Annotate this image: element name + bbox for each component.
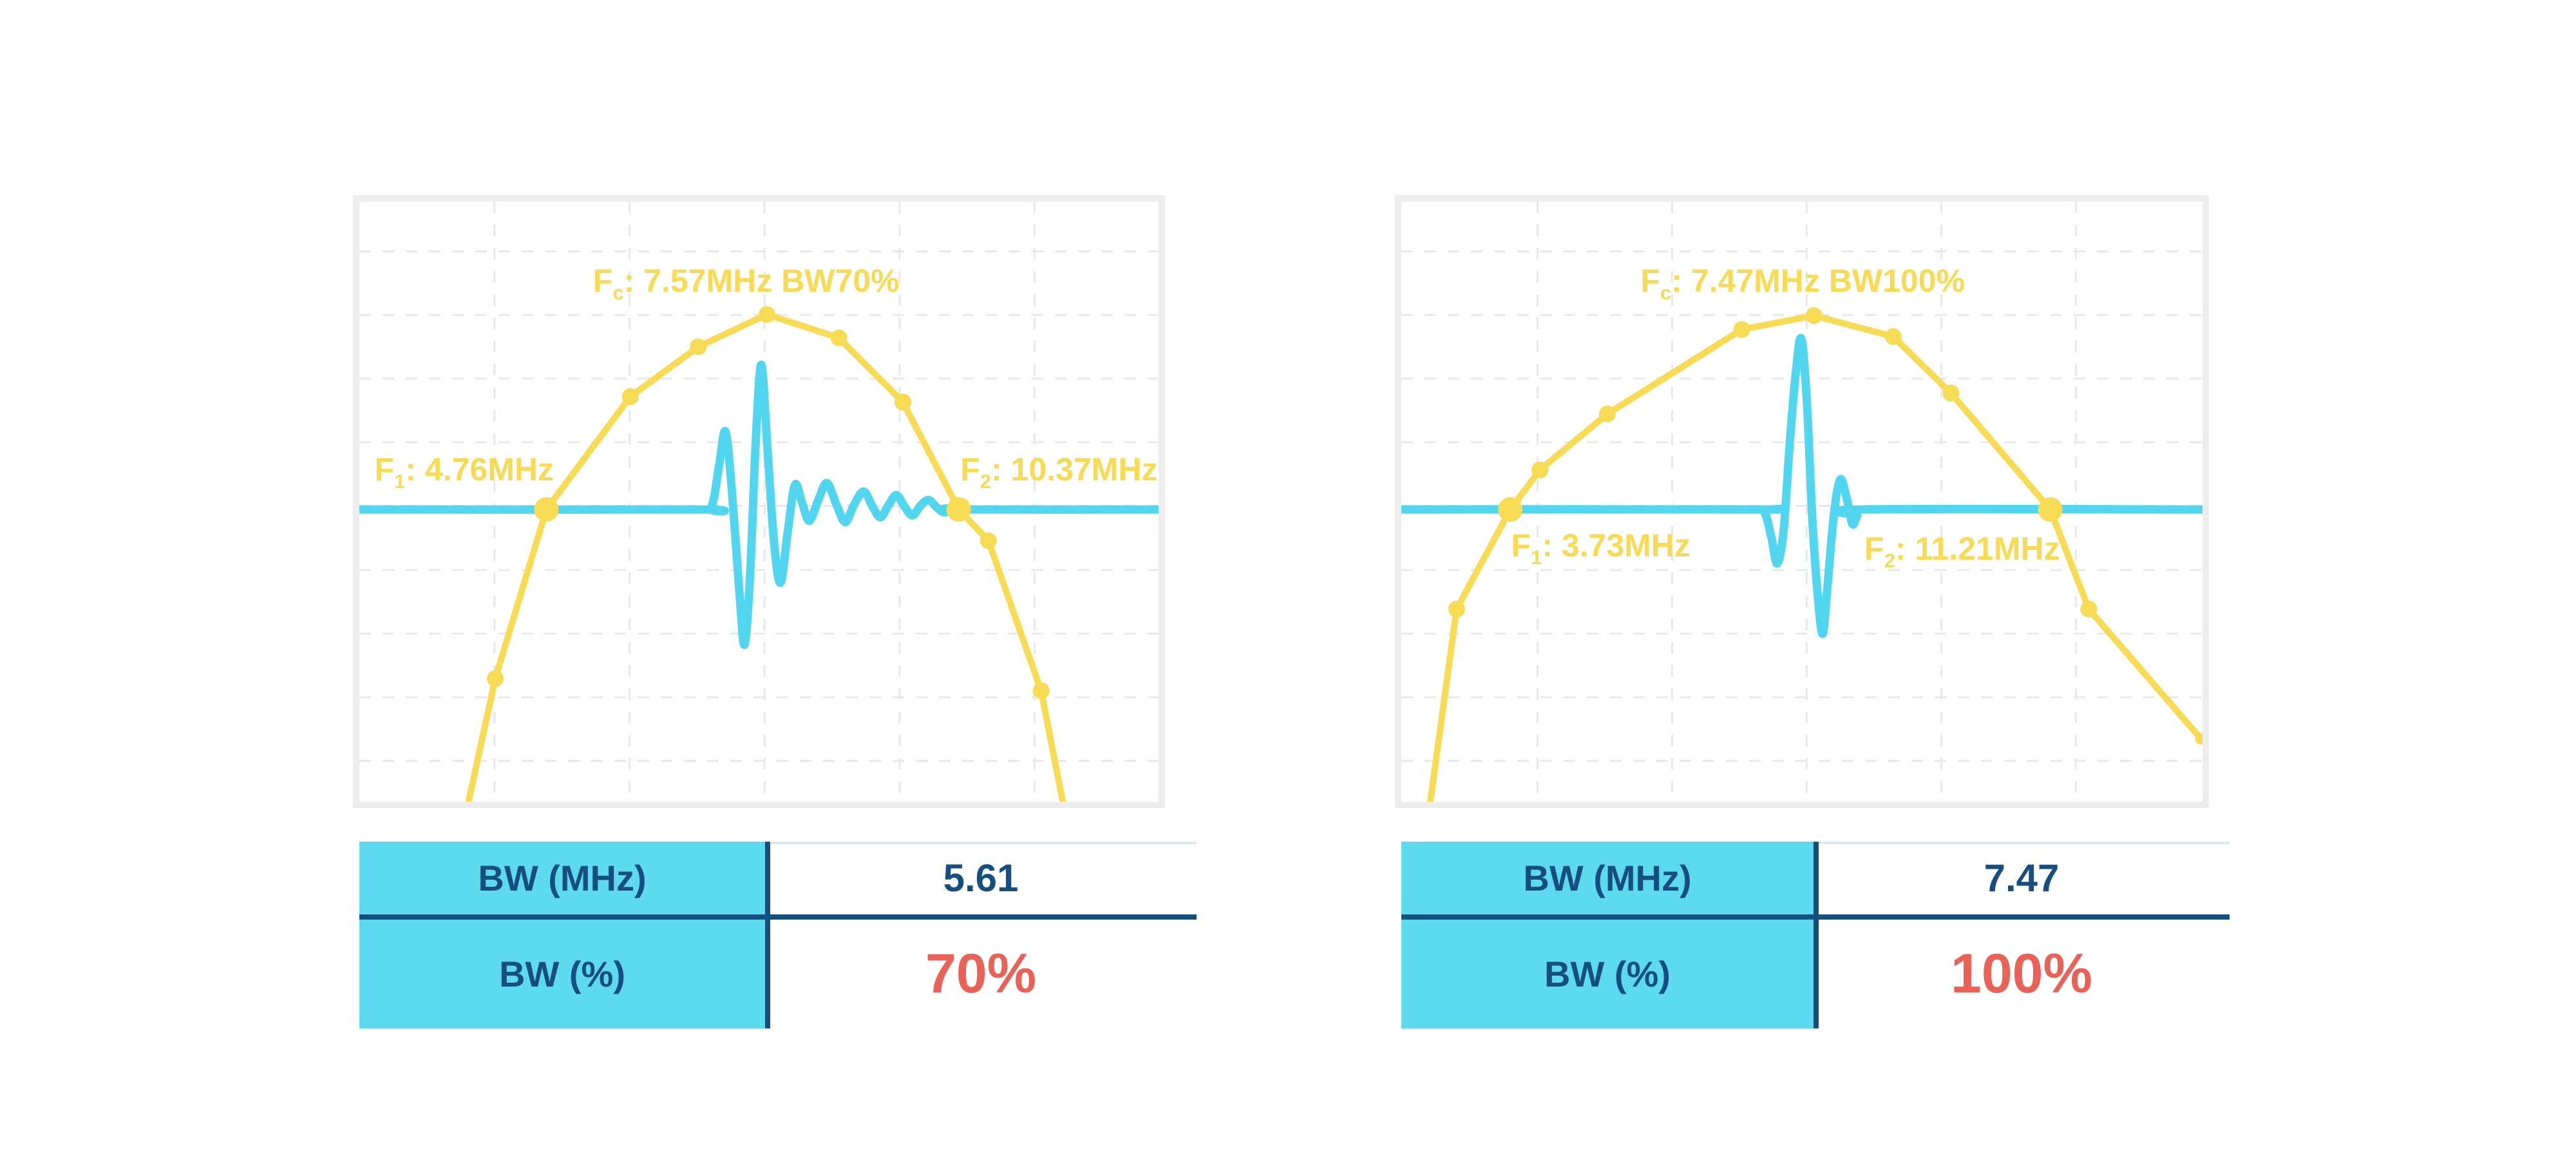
f1-value: : 3.73MHz [1542, 527, 1690, 563]
fc-symbol: F [592, 262, 613, 299]
table-column-divider [765, 842, 770, 1028]
f2-symbol: F [960, 451, 980, 488]
f2-symbol: F [1864, 531, 1884, 567]
fc-symbol: F [1640, 262, 1661, 299]
bw-pct-value: 100% [1951, 943, 2092, 1005]
bw-pct-label-cell: BW (%) [1401, 920, 1814, 1028]
table-row: BW (%) 100% [1401, 920, 2230, 1028]
f1-symbol: F [374, 451, 395, 488]
f2-value: : 11.21MHz [1895, 531, 2060, 567]
table-row-divider [359, 914, 1197, 920]
bw-mhz-value: 5.61 [943, 856, 1019, 900]
f1-symbol: F [1511, 527, 1531, 563]
bw-pct-label: BW (%) [1544, 954, 1671, 994]
f2-subscript: 2 [1884, 549, 1895, 572]
f1-subscript: 1 [1530, 545, 1542, 569]
table-top-rule [770, 842, 1197, 844]
bw-mhz-label: BW (MHz) [1523, 858, 1692, 898]
bw-mhz-value: 7.47 [1984, 856, 2060, 900]
table-column-divider [1814, 842, 1819, 1028]
left-spectrum-plot [359, 202, 1159, 802]
bw-pct-value-cell: 70% [765, 920, 1197, 1028]
f2-subscript: 2 [980, 470, 992, 493]
bw-pct-value: 70% [925, 943, 1037, 1005]
table-row: BW (MHz) 5.61 [359, 842, 1197, 914]
bw-mhz-label-cell: BW (MHz) [1401, 842, 1814, 914]
right-bw-table: BW (MHz) 7.47 BW (%) 100% [1401, 842, 2230, 1028]
fc-value: : 7.57MHz BW70% [623, 262, 900, 299]
right-spectrum-panel: Fc: 7.47MHz BW100% F1: 3.73MHz F2: 11.21… [1395, 195, 2209, 808]
bw-pct-label-cell: BW (%) [359, 920, 765, 1028]
bw-mhz-label: BW (MHz) [478, 858, 647, 898]
left-f1-annotation: F1: 4.76MHz [375, 453, 554, 491]
bw-pct-label: BW (%) [499, 954, 625, 994]
fc-subscript: c [612, 281, 624, 304]
right-spectrum-plot [1401, 202, 2202, 802]
table-top-rule [1819, 842, 2230, 844]
left-fc-annotation: Fc: 7.57MHz BW70% [593, 265, 900, 303]
fc-subscript: c [1660, 281, 1672, 304]
bw-mhz-label-cell: BW (MHz) [359, 842, 765, 914]
left-bw-table: BW (MHz) 5.61 BW (%) 70% [359, 842, 1197, 1028]
table-row: BW (MHz) 7.47 [1401, 842, 2230, 914]
f2-value: : 10.37MHz [991, 451, 1158, 488]
table-row: BW (%) 70% [359, 920, 1197, 1028]
bw-mhz-value-cell: 5.61 [765, 842, 1197, 914]
bw-pct-value-cell: 100% [1814, 920, 2230, 1028]
right-fc-annotation: Fc: 7.47MHz BW100% [1640, 265, 1965, 303]
right-f1-annotation: F1: 3.73MHz [1511, 529, 1690, 567]
bw-mhz-value-cell: 7.47 [1814, 842, 2230, 914]
left-spectrum-panel: Fc: 7.57MHz BW70% F1: 4.76MHz F2: 10.37M… [353, 195, 1165, 808]
f1-subscript: 1 [394, 470, 406, 493]
f1-value: : 4.76MHz [405, 451, 554, 488]
right-f2-annotation: F2: 11.21MHz [1864, 533, 2060, 571]
left-f2-annotation: F2: 10.37MHz [960, 453, 1157, 491]
fc-value: : 7.47MHz BW100% [1671, 262, 1965, 299]
